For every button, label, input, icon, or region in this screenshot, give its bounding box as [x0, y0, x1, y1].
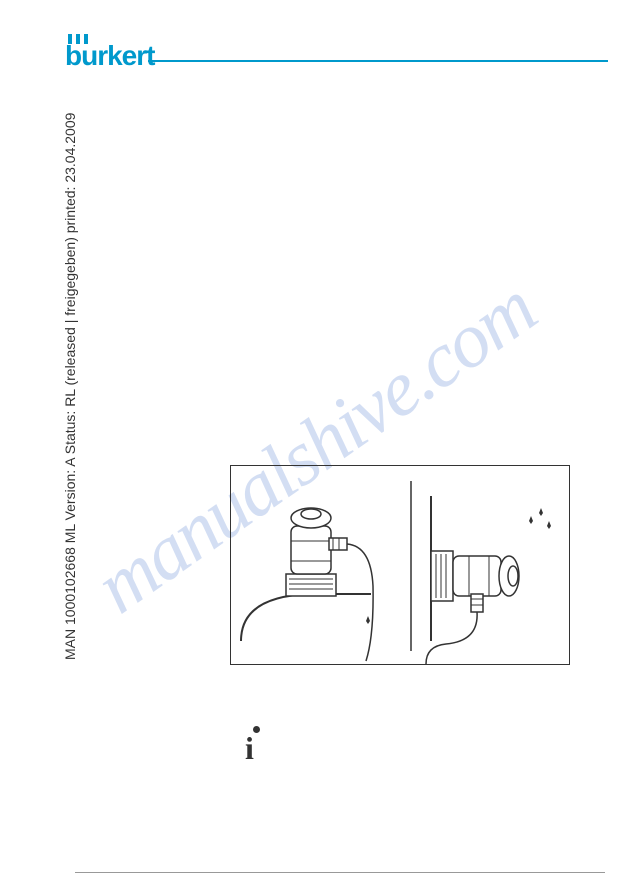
diagram-svg	[231, 466, 571, 666]
footer-divider	[75, 872, 605, 873]
right-sensor-drawing	[426, 496, 551, 664]
document-metadata: MAN 1000102668 ML Version: A Status: RL …	[62, 90, 78, 660]
header-divider	[148, 60, 608, 62]
info-icon: i	[245, 730, 254, 767]
left-sensor-drawing	[241, 508, 373, 661]
brand-logo: burkert	[65, 40, 154, 72]
installation-diagram	[230, 465, 570, 665]
info-icon-dot	[253, 726, 260, 733]
